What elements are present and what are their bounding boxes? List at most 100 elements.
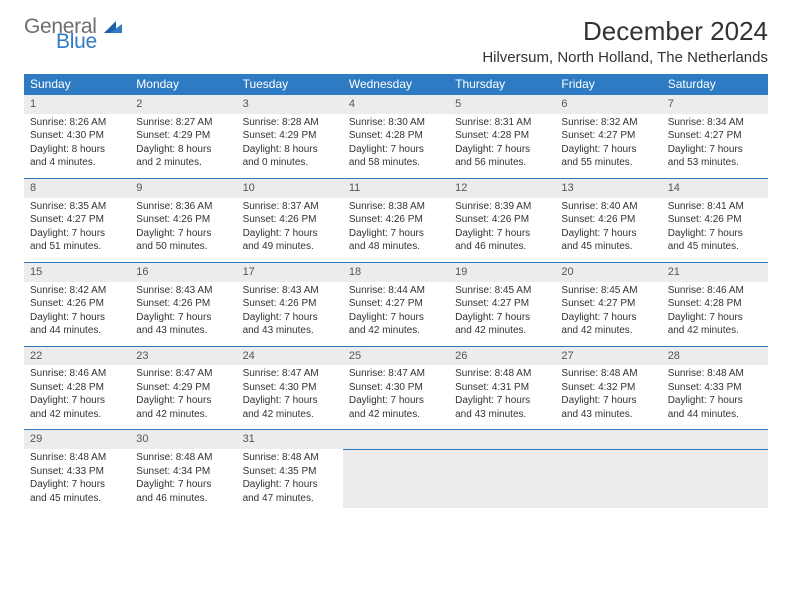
day-number: 17 bbox=[237, 262, 343, 282]
calendar-day-cell: 8Sunrise: 8:35 AMSunset: 4:27 PMDaylight… bbox=[24, 178, 130, 262]
day-number: 6 bbox=[555, 94, 661, 114]
calendar-week-row: 15Sunrise: 8:42 AMSunset: 4:26 PMDayligh… bbox=[24, 262, 768, 346]
day-number: 18 bbox=[343, 262, 449, 282]
day-details: Sunrise: 8:38 AMSunset: 4:26 PMDaylight:… bbox=[343, 198, 449, 262]
day-details: Sunrise: 8:35 AMSunset: 4:27 PMDaylight:… bbox=[24, 198, 130, 262]
day-details: Sunrise: 8:43 AMSunset: 4:26 PMDaylight:… bbox=[130, 282, 236, 346]
calendar-day-cell: 6Sunrise: 8:32 AMSunset: 4:27 PMDaylight… bbox=[555, 94, 661, 178]
logo: General Blue bbox=[24, 16, 122, 52]
calendar-week-row: 1Sunrise: 8:26 AMSunset: 4:30 PMDaylight… bbox=[24, 94, 768, 178]
day-number: 26 bbox=[449, 346, 555, 366]
calendar-day-cell: 28Sunrise: 8:48 AMSunset: 4:33 PMDayligh… bbox=[662, 346, 768, 430]
calendar-day-cell: 17Sunrise: 8:43 AMSunset: 4:26 PMDayligh… bbox=[237, 262, 343, 346]
day-details: Sunrise: 8:40 AMSunset: 4:26 PMDaylight:… bbox=[555, 198, 661, 262]
day-details: Sunrise: 8:48 AMSunset: 4:35 PMDaylight:… bbox=[237, 449, 343, 513]
day-number: 24 bbox=[237, 346, 343, 366]
day-number: 5 bbox=[449, 94, 555, 114]
calendar-day-cell: 21Sunrise: 8:46 AMSunset: 4:28 PMDayligh… bbox=[662, 262, 768, 346]
calendar-header-cell: Tuesday bbox=[237, 74, 343, 94]
calendar-day-cell: 25Sunrise: 8:47 AMSunset: 4:30 PMDayligh… bbox=[343, 346, 449, 430]
day-details: Sunrise: 8:26 AMSunset: 4:30 PMDaylight:… bbox=[24, 114, 130, 178]
page-title: December 2024 bbox=[482, 16, 768, 47]
calendar-day-cell: 7Sunrise: 8:34 AMSunset: 4:27 PMDaylight… bbox=[662, 94, 768, 178]
day-number: 27 bbox=[555, 346, 661, 366]
day-details: Sunrise: 8:37 AMSunset: 4:26 PMDaylight:… bbox=[237, 198, 343, 262]
calendar-day-cell: 5Sunrise: 8:31 AMSunset: 4:28 PMDaylight… bbox=[449, 94, 555, 178]
day-number: 30 bbox=[130, 429, 236, 449]
triangle-icon bbox=[104, 16, 122, 37]
day-details: Sunrise: 8:32 AMSunset: 4:27 PMDaylight:… bbox=[555, 114, 661, 178]
calendar-header-cell: Thursday bbox=[449, 74, 555, 94]
calendar-day-cell: 24Sunrise: 8:47 AMSunset: 4:30 PMDayligh… bbox=[237, 346, 343, 430]
calendar-day-cell: 14Sunrise: 8:41 AMSunset: 4:26 PMDayligh… bbox=[662, 178, 768, 262]
calendar-day-cell: 19Sunrise: 8:45 AMSunset: 4:27 PMDayligh… bbox=[449, 262, 555, 346]
calendar-day-cell: 30Sunrise: 8:48 AMSunset: 4:34 PMDayligh… bbox=[130, 429, 236, 513]
calendar-day-cell: 29Sunrise: 8:48 AMSunset: 4:33 PMDayligh… bbox=[24, 429, 130, 513]
calendar-empty-cell bbox=[343, 429, 449, 513]
day-details: Sunrise: 8:44 AMSunset: 4:27 PMDaylight:… bbox=[343, 282, 449, 346]
day-details: Sunrise: 8:48 AMSunset: 4:33 PMDaylight:… bbox=[24, 449, 130, 513]
day-number: 19 bbox=[449, 262, 555, 282]
day-details: Sunrise: 8:46 AMSunset: 4:28 PMDaylight:… bbox=[24, 365, 130, 429]
day-number: 23 bbox=[130, 346, 236, 366]
calendar-empty-cell bbox=[449, 429, 555, 513]
day-details: Sunrise: 8:28 AMSunset: 4:29 PMDaylight:… bbox=[237, 114, 343, 178]
day-details: Sunrise: 8:41 AMSunset: 4:26 PMDaylight:… bbox=[662, 198, 768, 262]
calendar-day-cell: 1Sunrise: 8:26 AMSunset: 4:30 PMDaylight… bbox=[24, 94, 130, 178]
calendar-header-cell: Sunday bbox=[24, 74, 130, 94]
calendar-header-cell: Saturday bbox=[662, 74, 768, 94]
day-number: 12 bbox=[449, 178, 555, 198]
day-number: 1 bbox=[24, 94, 130, 114]
calendar-day-cell: 13Sunrise: 8:40 AMSunset: 4:26 PMDayligh… bbox=[555, 178, 661, 262]
day-number: 15 bbox=[24, 262, 130, 282]
day-details: Sunrise: 8:47 AMSunset: 4:30 PMDaylight:… bbox=[237, 365, 343, 429]
day-number: 10 bbox=[237, 178, 343, 198]
calendar-day-cell: 18Sunrise: 8:44 AMSunset: 4:27 PMDayligh… bbox=[343, 262, 449, 346]
day-number: 4 bbox=[343, 94, 449, 114]
day-details: Sunrise: 8:39 AMSunset: 4:26 PMDaylight:… bbox=[449, 198, 555, 262]
day-number: 14 bbox=[662, 178, 768, 198]
day-details: Sunrise: 8:48 AMSunset: 4:34 PMDaylight:… bbox=[130, 449, 236, 513]
header-bar: General Blue December 2024 Hilversum, No… bbox=[24, 16, 768, 66]
calendar-week-row: 22Sunrise: 8:46 AMSunset: 4:28 PMDayligh… bbox=[24, 346, 768, 430]
calendar-day-cell: 2Sunrise: 8:27 AMSunset: 4:29 PMDaylight… bbox=[130, 94, 236, 178]
day-details: Sunrise: 8:48 AMSunset: 4:32 PMDaylight:… bbox=[555, 365, 661, 429]
calendar-day-cell: 31Sunrise: 8:48 AMSunset: 4:35 PMDayligh… bbox=[237, 429, 343, 513]
day-number: 31 bbox=[237, 429, 343, 449]
calendar-day-cell: 16Sunrise: 8:43 AMSunset: 4:26 PMDayligh… bbox=[130, 262, 236, 346]
day-details: Sunrise: 8:27 AMSunset: 4:29 PMDaylight:… bbox=[130, 114, 236, 178]
calendar-day-cell: 12Sunrise: 8:39 AMSunset: 4:26 PMDayligh… bbox=[449, 178, 555, 262]
calendar-day-cell: 15Sunrise: 8:42 AMSunset: 4:26 PMDayligh… bbox=[24, 262, 130, 346]
calendar-day-cell: 22Sunrise: 8:46 AMSunset: 4:28 PMDayligh… bbox=[24, 346, 130, 430]
day-number: 25 bbox=[343, 346, 449, 366]
calendar-header-row: SundayMondayTuesdayWednesdayThursdayFrid… bbox=[24, 74, 768, 94]
calendar-day-cell: 11Sunrise: 8:38 AMSunset: 4:26 PMDayligh… bbox=[343, 178, 449, 262]
calendar-header-cell: Wednesday bbox=[343, 74, 449, 94]
day-details: Sunrise: 8:48 AMSunset: 4:33 PMDaylight:… bbox=[662, 365, 768, 429]
day-number: 29 bbox=[24, 429, 130, 449]
day-number: 9 bbox=[130, 178, 236, 198]
calendar-day-cell: 26Sunrise: 8:48 AMSunset: 4:31 PMDayligh… bbox=[449, 346, 555, 430]
calendar-day-cell: 9Sunrise: 8:36 AMSunset: 4:26 PMDaylight… bbox=[130, 178, 236, 262]
day-details: Sunrise: 8:31 AMSunset: 4:28 PMDaylight:… bbox=[449, 114, 555, 178]
calendar-day-cell: 20Sunrise: 8:45 AMSunset: 4:27 PMDayligh… bbox=[555, 262, 661, 346]
day-number: 16 bbox=[130, 262, 236, 282]
calendar-day-cell: 27Sunrise: 8:48 AMSunset: 4:32 PMDayligh… bbox=[555, 346, 661, 430]
day-details: Sunrise: 8:34 AMSunset: 4:27 PMDaylight:… bbox=[662, 114, 768, 178]
day-details: Sunrise: 8:48 AMSunset: 4:31 PMDaylight:… bbox=[449, 365, 555, 429]
day-number: 20 bbox=[555, 262, 661, 282]
day-details: Sunrise: 8:47 AMSunset: 4:30 PMDaylight:… bbox=[343, 365, 449, 429]
calendar-week-row: 8Sunrise: 8:35 AMSunset: 4:27 PMDaylight… bbox=[24, 178, 768, 262]
calendar-header-cell: Friday bbox=[555, 74, 661, 94]
day-number: 21 bbox=[662, 262, 768, 282]
day-details: Sunrise: 8:47 AMSunset: 4:29 PMDaylight:… bbox=[130, 365, 236, 429]
calendar-day-cell: 10Sunrise: 8:37 AMSunset: 4:26 PMDayligh… bbox=[237, 178, 343, 262]
day-number: 28 bbox=[662, 346, 768, 366]
location-subtitle: Hilversum, North Holland, The Netherland… bbox=[482, 49, 768, 66]
day-number: 13 bbox=[555, 178, 661, 198]
calendar-header-cell: Monday bbox=[130, 74, 236, 94]
calendar-table: SundayMondayTuesdayWednesdayThursdayFrid… bbox=[24, 74, 768, 513]
day-number: 7 bbox=[662, 94, 768, 114]
day-details: Sunrise: 8:45 AMSunset: 4:27 PMDaylight:… bbox=[555, 282, 661, 346]
calendar-day-cell: 3Sunrise: 8:28 AMSunset: 4:29 PMDaylight… bbox=[237, 94, 343, 178]
